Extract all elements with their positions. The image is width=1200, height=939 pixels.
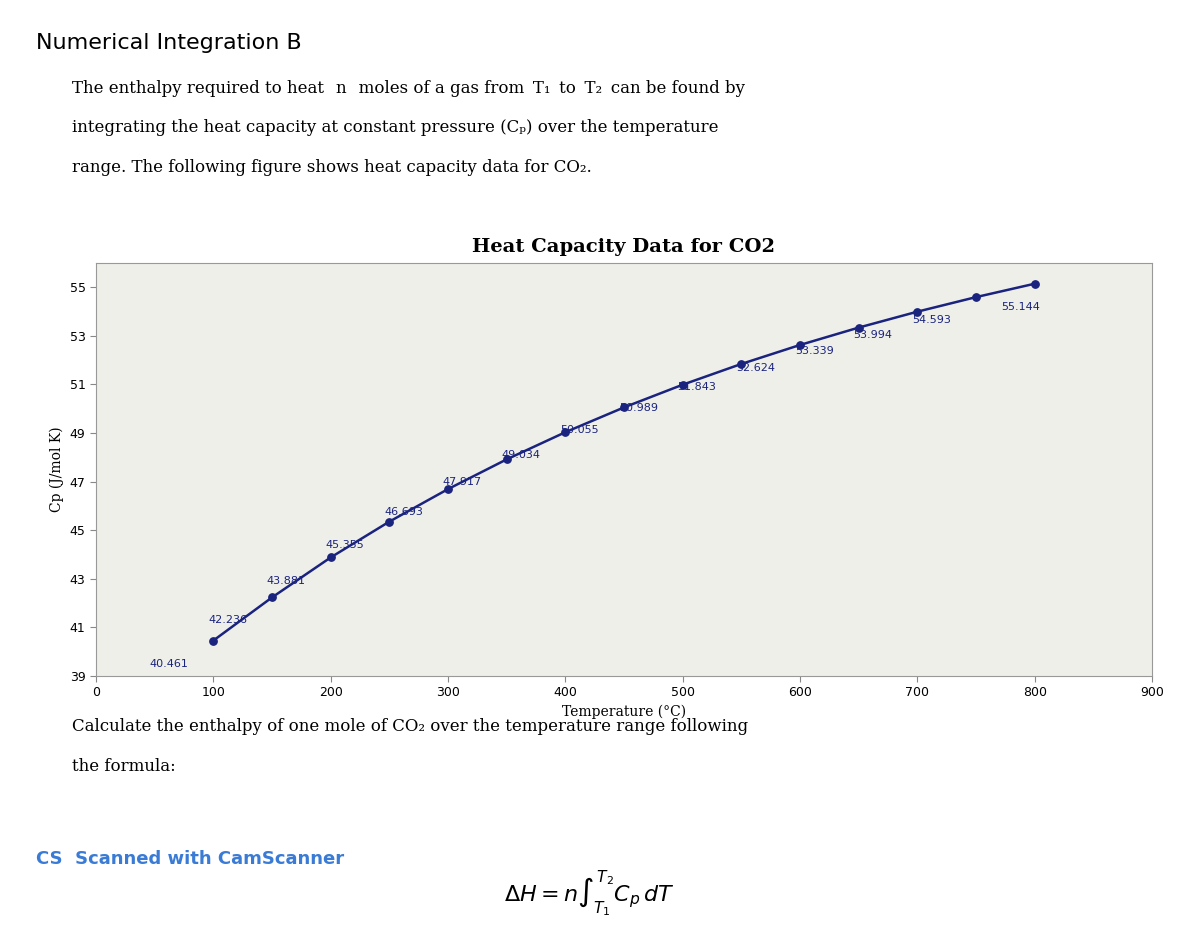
Text: 53.339: 53.339 [794,346,834,356]
Point [379,515,398,530]
Point [614,400,634,415]
Text: 51.843: 51.843 [678,382,716,392]
Text: Numerical Integration B: Numerical Integration B [36,33,301,53]
X-axis label: Temperature (°C): Temperature (°C) [562,705,686,719]
Point [850,320,869,335]
Title: Heat Capacity Data for CO2: Heat Capacity Data for CO2 [473,238,775,255]
Text: CS  Scanned with CamScanner: CS Scanned with CamScanner [36,850,344,868]
Text: 49.034: 49.034 [502,451,540,460]
Point [438,482,457,497]
Text: Calculate the enthalpy of one mole of CO₂ over the temperature range following: Calculate the enthalpy of one mole of CO… [72,718,748,735]
Text: 45.355: 45.355 [325,540,365,549]
Point [556,424,575,439]
Point [497,452,516,467]
Text: 42.236: 42.236 [208,615,247,625]
Text: 40.461: 40.461 [150,658,188,669]
Text: range. The following figure shows heat capacity data for CO₂.: range. The following figure shows heat c… [72,159,592,176]
Text: 50.989: 50.989 [619,403,658,413]
Point [907,304,926,319]
Text: 50.055: 50.055 [560,425,599,436]
Text: The enthalpy required to heat   n   moles of a gas from  T₁  to  T₂  can be foun: The enthalpy required to heat n moles of… [72,80,745,97]
Text: the formula:: the formula: [72,758,175,775]
Text: $\Delta H = n \int_{T_1}^{T_2} C_p \, dT$: $\Delta H = n \int_{T_1}^{T_2} C_p \, dT… [504,869,674,919]
Text: 46.693: 46.693 [384,507,422,517]
Point [204,633,223,648]
Text: 52.624: 52.624 [736,363,775,373]
Text: integrating the heat capacity at constant pressure (Cₚ) over the temperature: integrating the heat capacity at constan… [72,119,719,136]
Text: 55.144: 55.144 [1001,301,1040,312]
Point [322,550,341,565]
Point [263,590,282,605]
Point [732,357,751,372]
Text: 43.881: 43.881 [266,576,306,586]
Text: 47.917: 47.917 [443,477,481,487]
Text: 53.994: 53.994 [853,330,893,340]
Point [673,377,692,393]
Point [1025,276,1044,291]
Y-axis label: Cp (J/mol K): Cp (J/mol K) [49,426,64,513]
Point [966,289,985,304]
Text: 54.593: 54.593 [912,316,950,325]
Point [791,337,810,352]
